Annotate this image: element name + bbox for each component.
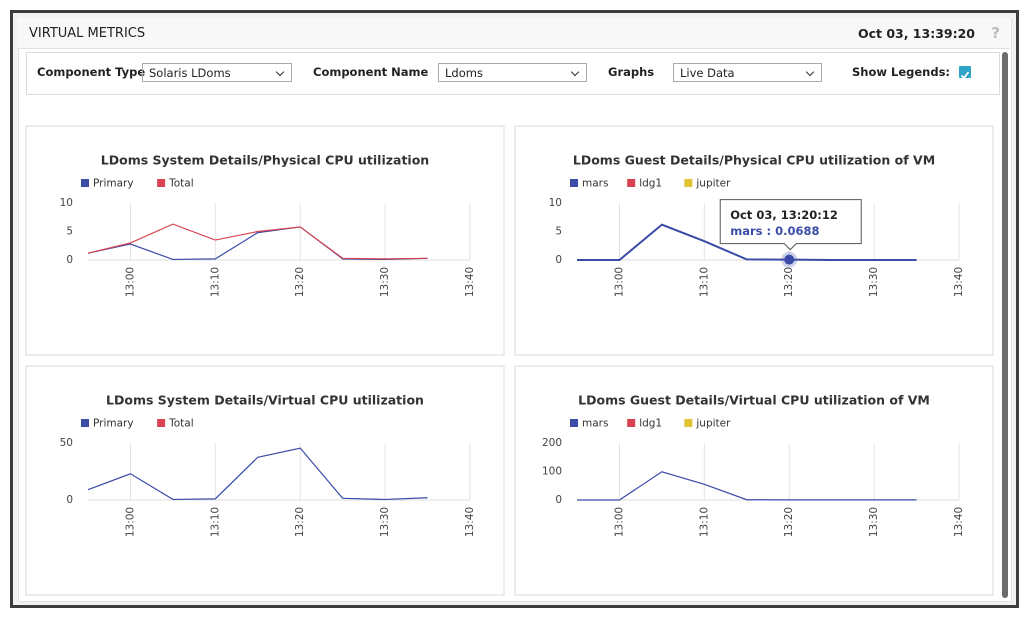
legend-swatch <box>684 419 693 427</box>
x-tick-label: 13:40 <box>953 267 965 297</box>
x-tick-label: 13:40 <box>464 507 476 537</box>
y-tick-label: 0 <box>66 494 73 506</box>
header: VIRTUAL METRICS Oct 03, 13:39:20 ? <box>18 18 1010 49</box>
chart-title: LDoms Guest Details/Virtual CPU utilizat… <box>578 393 930 408</box>
filter-label: Component Type <box>37 65 146 79</box>
legend-swatch <box>157 419 166 427</box>
y-tick-label: 5 <box>555 226 562 238</box>
x-tick-label: 13:20 <box>294 507 306 537</box>
legend-swatch <box>157 179 166 187</box>
x-tick-label: 13:00 <box>124 267 136 297</box>
filter-label: Graphs <box>608 65 655 79</box>
x-tick-label: 13:10 <box>209 267 221 297</box>
legend-swatch <box>81 179 89 187</box>
y-tick-label: 0 <box>555 254 562 266</box>
tooltip-title: Oct 03, 13:20:12 <box>730 208 838 222</box>
x-tick-label: 13:40 <box>464 267 476 297</box>
chart-panel <box>25 125 505 356</box>
y-tick-label: 10 <box>549 197 562 209</box>
chart-panel <box>25 365 505 596</box>
x-tick-label: 13:00 <box>613 267 625 297</box>
y-tick-label: 0 <box>66 254 73 266</box>
legend-swatch <box>81 419 89 427</box>
x-tick-label: 13:20 <box>783 507 795 537</box>
header-title: VIRTUAL METRICS <box>29 26 146 41</box>
series-line <box>577 223 917 261</box>
x-tick-label: 13:30 <box>868 507 880 537</box>
legend-label: Total <box>168 418 194 430</box>
legend-swatch <box>570 419 578 427</box>
chart: LDoms System Details/Physical CPU utiliz… <box>25 125 505 356</box>
chart: LDoms Guest Details/Virtual CPU utilizat… <box>514 365 994 596</box>
scrollbar[interactable] <box>1002 52 1008 598</box>
checkmark-path <box>960 71 970 80</box>
legend-label: mars <box>582 178 608 190</box>
chart-panel <box>514 365 994 596</box>
chart-title: LDoms Guest Details/Physical CPU utiliza… <box>573 153 935 168</box>
timestamp: Oct 03, 13:39:20 <box>857 26 975 41</box>
x-tick-label: 13:10 <box>209 507 221 537</box>
select[interactable]: Ldoms <box>438 63 587 82</box>
chart-title: LDoms System Details/Virtual CPU utiliza… <box>106 393 424 408</box>
x-tick-label: 13:30 <box>379 267 391 297</box>
select[interactable]: Solaris LDoms <box>142 63 292 82</box>
tooltip-text: mars : 0.0688 <box>730 224 819 238</box>
tooltip-box <box>719 199 862 251</box>
filter-bar: Component Type Solaris LDoms Component N… <box>26 52 1000 95</box>
y-tick-label: 200 <box>542 437 562 449</box>
x-tick-label: 13:10 <box>698 507 710 537</box>
x-tick-label: 13:10 <box>698 267 710 297</box>
filter-label: Component Name <box>313 65 429 79</box>
legend-label: ldg1 <box>639 178 662 190</box>
checkmark <box>960 71 970 80</box>
select[interactable]: Live Data <box>673 63 822 82</box>
legend-label: Total <box>168 178 194 190</box>
y-tick-label: 10 <box>60 197 73 209</box>
legend-swatch <box>627 419 636 427</box>
chart: LDoms System Details/Virtual CPU utiliza… <box>25 365 505 596</box>
help-icon[interactable]: ? <box>991 24 1000 42</box>
x-tick-label: 13:30 <box>868 267 880 297</box>
chart: LDoms Guest Details/Physical CPU utiliza… <box>514 125 994 356</box>
y-tick-label: 0 <box>555 494 562 506</box>
series-line <box>87 223 428 260</box>
legend-label: jupiter <box>695 178 731 190</box>
x-tick-label: 13:40 <box>953 507 965 537</box>
legend-label: mars <box>582 418 608 430</box>
y-tick-label: 5 <box>66 226 73 238</box>
x-tick-label: 13:20 <box>294 267 306 297</box>
legend-label: Primary <box>93 178 134 190</box>
x-tick-label: 13:00 <box>124 507 136 537</box>
legend-label: Primary <box>93 418 134 430</box>
x-tick-label: 13:30 <box>379 507 391 537</box>
legend-swatch <box>684 179 693 187</box>
legend-toggle-label: Show Legends: <box>852 65 951 79</box>
x-tick-label: 13:20 <box>783 267 795 297</box>
x-tick-label: 13:00 <box>613 507 625 537</box>
legend-label: jupiter <box>695 418 731 430</box>
chart-title: LDoms System Details/Physical CPU utiliz… <box>101 153 429 168</box>
y-tick-label: 50 <box>60 437 73 449</box>
checkbox[interactable] <box>959 66 971 80</box>
legend-label: ldg1 <box>639 418 662 430</box>
highlight-point <box>784 254 795 265</box>
series-line <box>577 471 917 501</box>
series-line <box>87 447 428 501</box>
y-tick-label: 100 <box>542 466 562 478</box>
legend-swatch <box>570 179 578 187</box>
legend-swatch <box>627 179 636 187</box>
